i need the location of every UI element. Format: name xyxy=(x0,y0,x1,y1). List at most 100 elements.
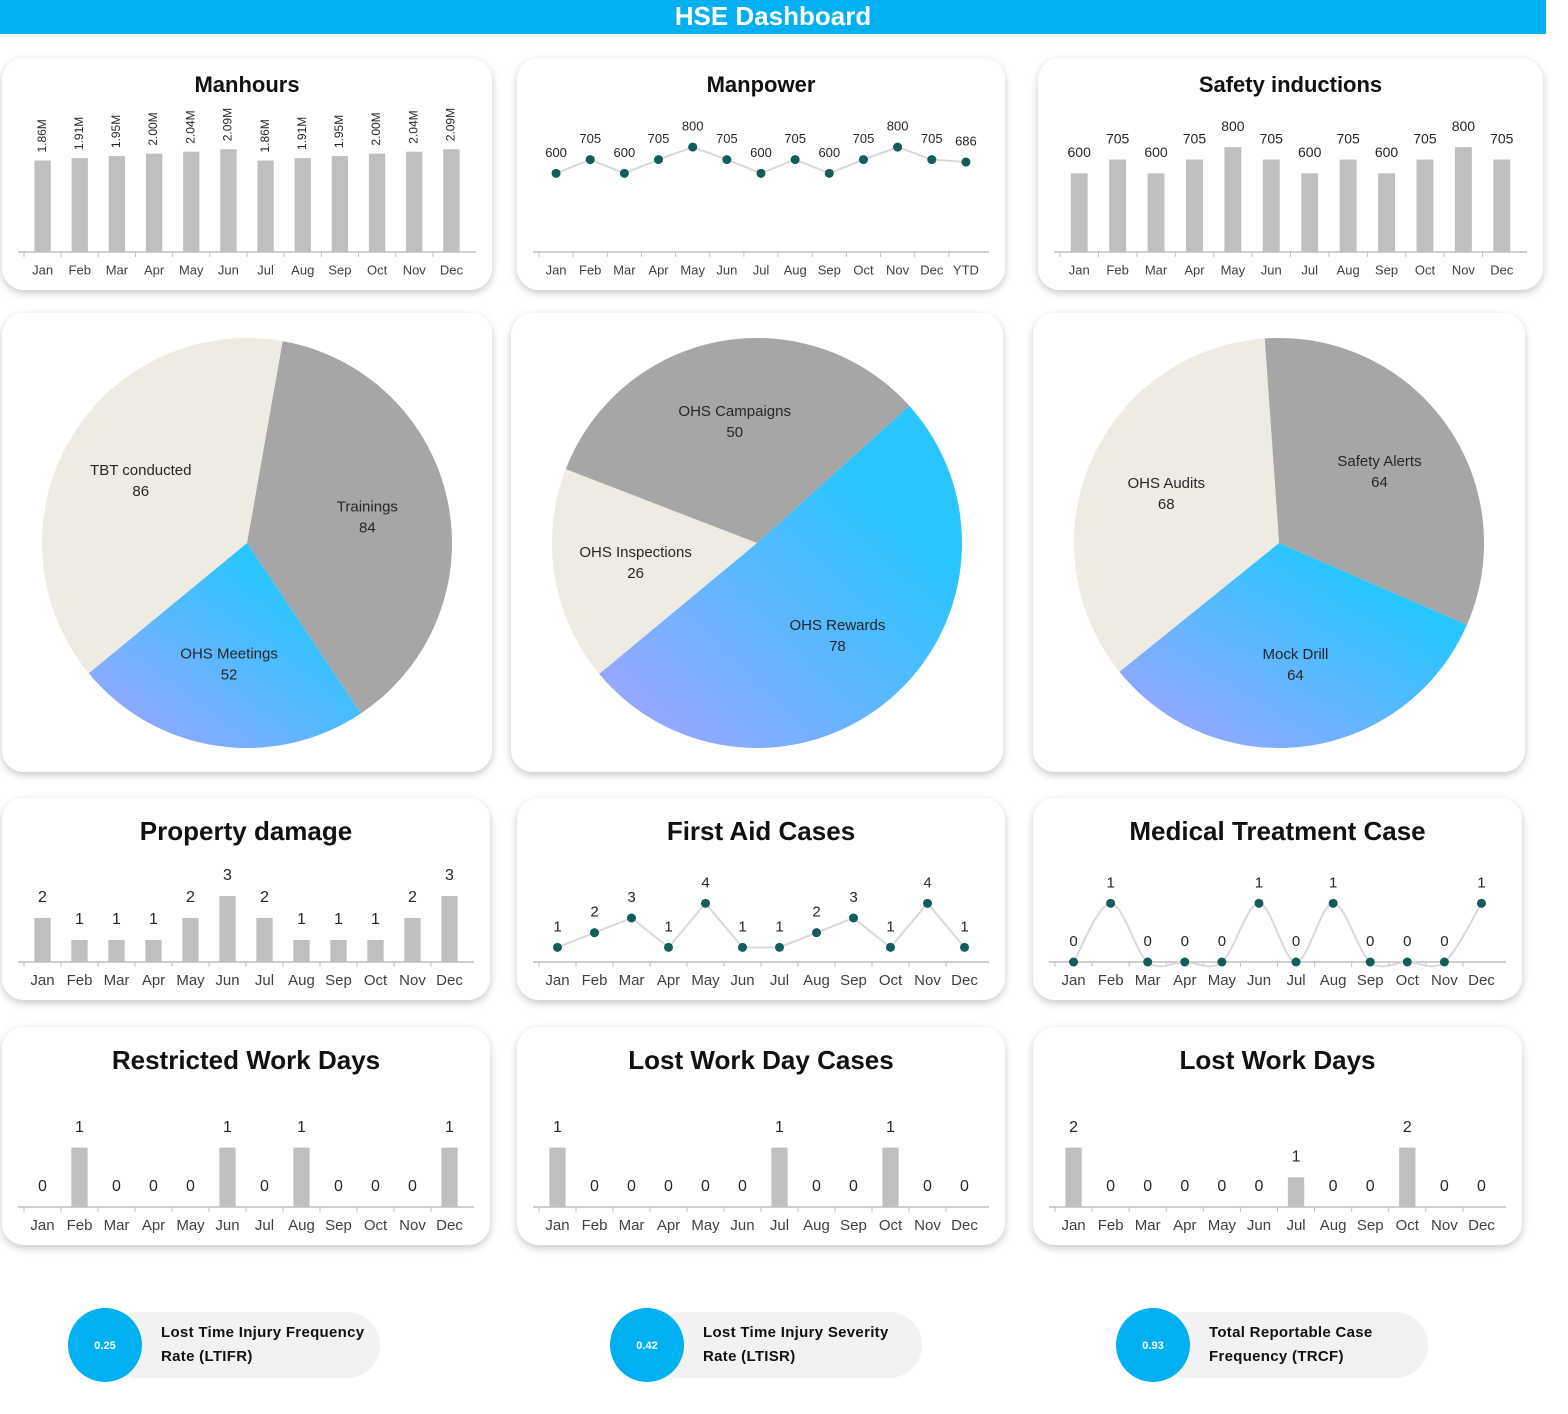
x-tick-label: Aug xyxy=(288,1217,315,1234)
bar xyxy=(1454,147,1472,252)
pie-slice xyxy=(551,469,757,674)
value-label: 0 xyxy=(738,1178,747,1195)
x-tick-label: Nov xyxy=(403,262,427,277)
x-tick-label: Oct xyxy=(1415,262,1436,277)
value-label: 2 xyxy=(260,889,269,906)
x-tick-label: Jan xyxy=(1061,1217,1085,1234)
slice-label: Safety Alerts xyxy=(1337,453,1421,470)
x-tick-label: Aug xyxy=(784,262,807,277)
x-tick-label: Jan xyxy=(1061,972,1085,989)
bar xyxy=(219,896,236,962)
point xyxy=(927,155,937,165)
chart-title: Lost Work Day Cases xyxy=(628,1045,893,1075)
point xyxy=(627,913,636,923)
value-label: 0 xyxy=(923,1178,932,1195)
slice-label: TBT conducted xyxy=(90,462,191,479)
x-tick-label: Jan xyxy=(545,1217,569,1234)
value-label: 2 xyxy=(1069,1119,1078,1136)
line xyxy=(557,901,966,949)
point xyxy=(738,942,747,952)
header-bar xyxy=(0,0,1546,34)
value-label: 2.00M xyxy=(369,112,383,145)
pie-slice xyxy=(247,341,453,714)
x-tick-label: Apr xyxy=(648,262,669,277)
value-label: 2 xyxy=(590,904,598,921)
value-label: 2 xyxy=(1403,1119,1412,1136)
x-tick-label: Jan xyxy=(546,262,567,277)
x-tick-label: Dec xyxy=(1490,262,1514,277)
bar xyxy=(406,151,423,252)
kpi-value: 0.42 xyxy=(636,1340,657,1352)
slice-value: 78 xyxy=(829,638,846,655)
bar xyxy=(1287,1177,1305,1207)
x-tick-label: Jan xyxy=(30,972,54,989)
bar xyxy=(441,896,458,962)
x-tick-label: Nov xyxy=(1452,262,1476,277)
pie-slice xyxy=(42,337,283,674)
point xyxy=(619,168,629,178)
pie-slice xyxy=(565,338,910,543)
value-label: 600 xyxy=(818,145,840,160)
x-tick-label: Sep xyxy=(325,1217,352,1234)
x-tick-label: Mar xyxy=(106,262,129,277)
point xyxy=(1217,957,1227,967)
value-label: 800 xyxy=(887,119,909,134)
pie-slice xyxy=(1073,338,1279,672)
slice-label: OHS Rewards xyxy=(789,617,885,634)
x-tick-label: Jun xyxy=(215,1217,239,1234)
x-tick-label: Sep xyxy=(1375,262,1398,277)
point xyxy=(812,928,821,938)
value-label: 0 xyxy=(1477,1178,1486,1195)
x-tick-label: Jan xyxy=(545,972,569,989)
point xyxy=(775,942,784,952)
value-label: 1 xyxy=(223,1119,232,1136)
slice-label: OHS Meetings xyxy=(180,646,278,663)
x-tick-label: Aug xyxy=(288,972,315,989)
x-tick-label: Jan xyxy=(30,1217,54,1234)
bar xyxy=(71,1147,88,1207)
value-label: 2.09M xyxy=(444,108,458,141)
value-label: 1 xyxy=(1106,874,1114,891)
bar xyxy=(257,160,274,252)
x-tick-label: Mar xyxy=(613,262,636,277)
bar xyxy=(108,940,125,962)
value-label: 0 xyxy=(812,1178,821,1195)
x-tick-label: Jan xyxy=(1069,262,1090,277)
x-tick-label: Aug xyxy=(291,262,314,277)
x-tick-label: Feb xyxy=(582,1217,608,1234)
x-tick-label: Nov xyxy=(1431,1217,1458,1234)
point xyxy=(654,155,664,165)
chart-title: Safety inductions xyxy=(1199,72,1382,97)
value-label: 0 xyxy=(1069,933,1077,950)
bar xyxy=(443,149,460,252)
chart-title: Manhours xyxy=(194,72,299,97)
value-label: 0 xyxy=(960,1178,969,1195)
value-label: 0 xyxy=(260,1178,269,1195)
x-tick-label: Dec xyxy=(951,972,978,989)
x-tick-label: YTD xyxy=(953,262,979,277)
value-label: 1 xyxy=(445,1119,454,1136)
x-tick-label: Sep xyxy=(328,262,351,277)
x-tick-label: Dec xyxy=(1468,1217,1495,1234)
x-tick-label: Mar xyxy=(104,972,130,989)
value-label: 1.91M xyxy=(295,117,309,150)
point xyxy=(1106,898,1116,908)
point xyxy=(722,155,732,165)
x-tick-label: May xyxy=(1221,262,1246,277)
value-label: 705 xyxy=(579,131,601,146)
value-label: 705 xyxy=(784,131,806,146)
point xyxy=(1365,957,1375,967)
value-label: 0 xyxy=(1106,1178,1115,1195)
x-tick-label: Dec xyxy=(920,262,944,277)
pie-slice xyxy=(1264,338,1484,625)
value-label: 1.95M xyxy=(109,115,123,148)
chart-title: Lost Work Days xyxy=(1179,1045,1375,1075)
x-tick-label: Apr xyxy=(142,972,165,989)
point xyxy=(585,155,595,165)
card xyxy=(2,1027,490,1245)
bar xyxy=(1378,173,1395,252)
bar xyxy=(294,158,311,252)
value-label: 0 xyxy=(1366,1178,1375,1195)
bar xyxy=(71,158,88,252)
